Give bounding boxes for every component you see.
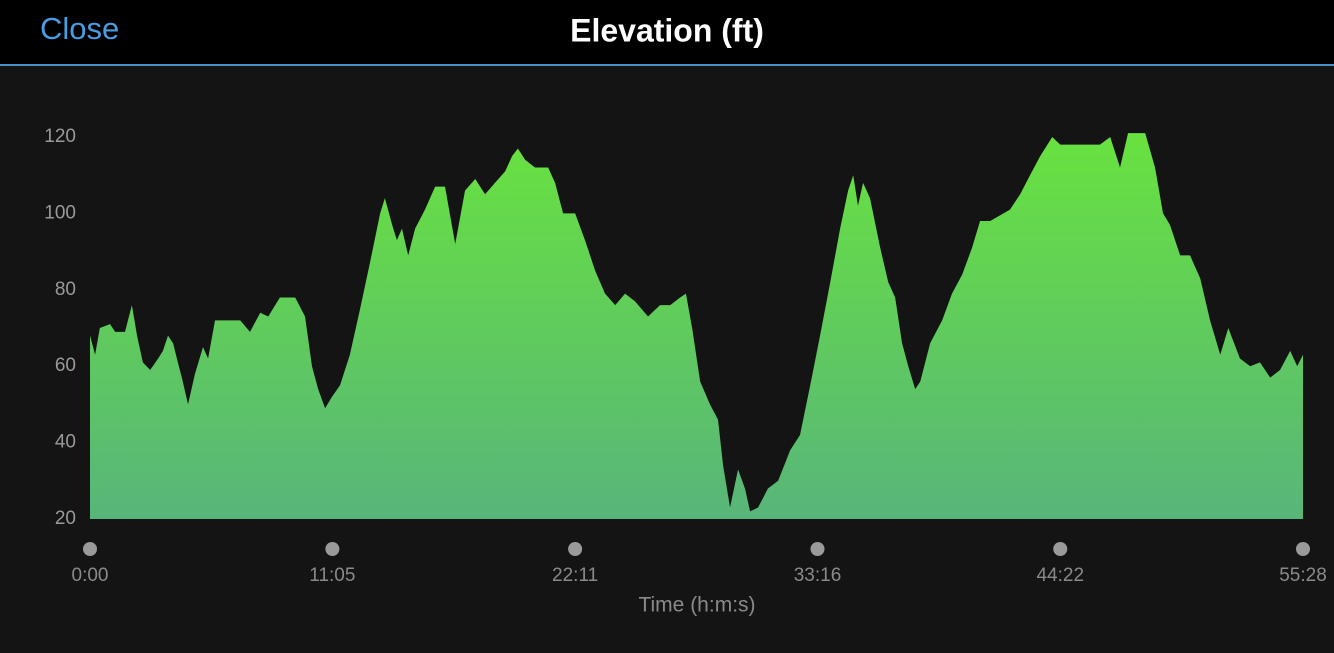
x-axis-label: Time (h:m:s) [638, 594, 755, 617]
y-tick-label: 80 [55, 279, 76, 300]
x-tick-label: 22:11 [552, 565, 598, 586]
header-title: Elevation (ft) [570, 12, 764, 48]
close-button[interactable]: Close [40, 11, 119, 46]
x-tick-dot [1296, 542, 1310, 556]
header-bar [0, 0, 1334, 64]
x-tick-label: 33:16 [794, 565, 842, 586]
x-tick-label: 55:28 [1279, 565, 1327, 586]
x-tick-dot [1053, 542, 1068, 556]
x-tick-dot [83, 542, 97, 556]
x-tick-dot [325, 542, 340, 556]
x-tick-label: 11:05 [309, 565, 355, 586]
x-tick-label: 0:00 [72, 565, 109, 586]
x-tick-label: 44:22 [1036, 565, 1084, 586]
elevation-area [90, 133, 1303, 519]
y-tick-label: 60 [55, 355, 76, 376]
y-tick-label: 20 [55, 508, 76, 529]
y-tick-label: 100 [44, 202, 76, 223]
y-tick-label: 40 [55, 432, 76, 453]
x-tick-dot [810, 542, 825, 556]
y-tick-label: 120 [44, 126, 76, 147]
x-tick-dot [568, 542, 583, 556]
